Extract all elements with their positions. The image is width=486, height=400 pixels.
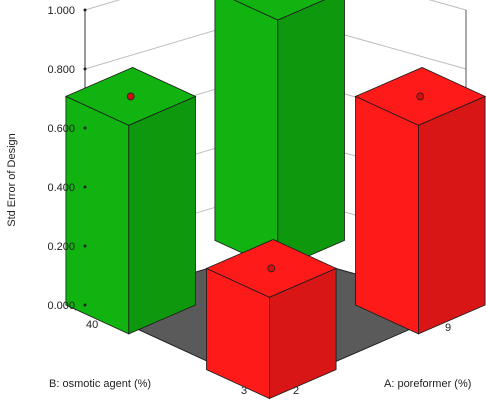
y-tick-dot-5 (83, 8, 87, 12)
b-tick-40: 40 (86, 319, 98, 331)
bar-top-marker (126, 92, 135, 101)
y-tick-label: 0.400 (47, 182, 75, 194)
bar-left-face (214, 0, 279, 270)
y-tick-label: 1.000 (47, 5, 75, 17)
bar-9-40 (214, 0, 345, 270)
y-axis-title: Std Error of Design (6, 133, 18, 227)
bar-top-face (233, 0, 325, 21)
y-tick-dot-0 (83, 303, 87, 307)
bar-top-marker (416, 92, 425, 101)
y-tick-label: 0.200 (47, 241, 75, 253)
y-tick-dot-4 (83, 67, 87, 71)
bar-right-face (277, 0, 345, 270)
y-tick-label: 0.600 (47, 123, 75, 135)
b-tick-3: 3 (241, 385, 247, 397)
y-tick-dot-1 (83, 244, 87, 248)
y-tick-label: 0.800 (47, 64, 75, 76)
y-tick-dot-3 (83, 126, 87, 130)
chart-bars (64, 0, 486, 400)
bar-left-face (355, 95, 419, 335)
bar-2-40 (64, 67, 197, 335)
a-axis-title: A: poreformer (%) (384, 378, 471, 390)
b-axis-title: B: osmotic agent (%) (49, 378, 151, 390)
y-axis-ticks: 0.000 0.200 0.400 0.600 0.800 1.000 (47, 5, 87, 312)
y-tick-dot-2 (83, 185, 87, 189)
a-tick-2: 2 (293, 385, 299, 397)
bar-right-face (128, 95, 196, 335)
bar-top-marker (267, 264, 276, 273)
bar-9-3 (354, 67, 486, 335)
bar-left-face (65, 95, 130, 335)
a-tick-9: 9 (445, 322, 451, 334)
bar-2-3 (205, 239, 338, 400)
y-tick-label: 0.000 (47, 300, 75, 312)
bar-right-face (417, 95, 486, 335)
